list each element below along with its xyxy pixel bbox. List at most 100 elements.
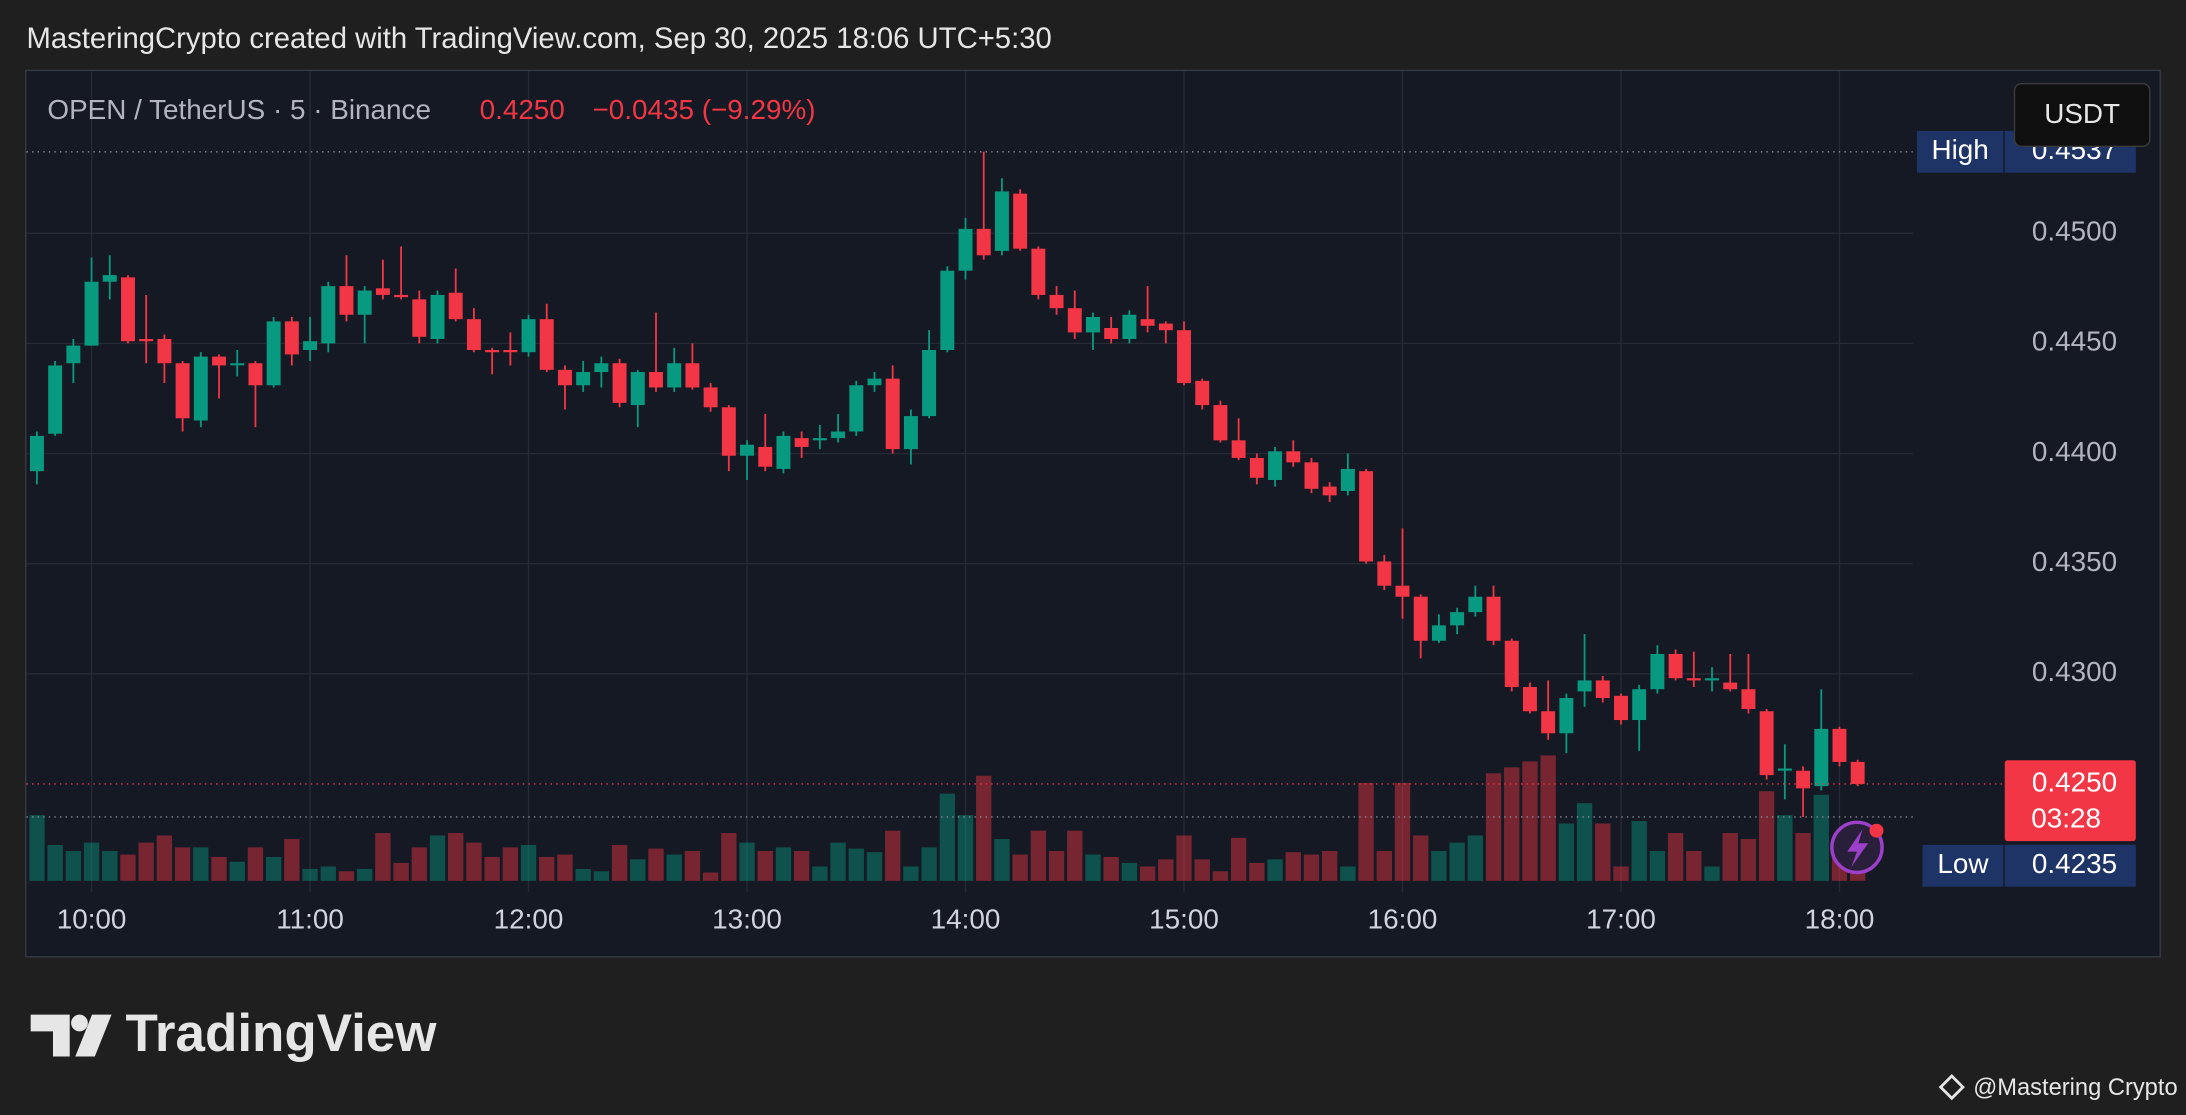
volume-bar (466, 842, 482, 881)
candle-body (339, 286, 354, 315)
candle-body (867, 378, 882, 386)
candle-body (1322, 486, 1337, 496)
candle-body (1522, 687, 1537, 712)
y-tick-label: 0.4450 (2032, 326, 2117, 357)
candle-body (630, 372, 645, 406)
volume-bar (1485, 773, 1502, 881)
candle-body (284, 321, 299, 355)
candle-body (831, 431, 846, 439)
candle-body (248, 363, 263, 386)
alert-dot (1869, 823, 1884, 838)
candle-body (794, 438, 809, 447)
volume-bar (1358, 782, 1374, 881)
volume-bar (611, 845, 628, 881)
currency-label[interactable]: USDT (2044, 98, 2120, 129)
logo-text: TradingView (125, 1004, 437, 1063)
volume-bar (1758, 791, 1775, 881)
volume-bar (1249, 862, 1265, 881)
candle-body (1504, 640, 1519, 688)
volume-bar (1103, 856, 1119, 881)
volume-bar (1686, 850, 1702, 881)
volume-bar (1212, 871, 1229, 881)
volume-bar (102, 850, 118, 881)
volume-bar (1576, 803, 1593, 881)
candle-body (485, 350, 500, 353)
volume-bar (1522, 761, 1538, 881)
y-tick-label: 0.4500 (2032, 216, 2117, 247)
candle-body (812, 438, 827, 441)
candle-body (1213, 405, 1228, 441)
volume-bar (65, 850, 82, 881)
volume-bar (1704, 866, 1720, 881)
candle-body (612, 363, 627, 403)
volume-bar (375, 833, 391, 881)
volume-bar (648, 848, 664, 881)
alert-icon[interactable] (1830, 820, 1884, 875)
volume-bar (1285, 852, 1301, 881)
candle-body (1559, 698, 1574, 734)
volume-bar (1813, 794, 1829, 881)
volume-bar (1504, 767, 1520, 881)
high-label-box (1916, 130, 2004, 173)
volume-bar (320, 866, 336, 881)
volume-bar (1376, 850, 1392, 881)
candle-body (1796, 770, 1811, 789)
volume-bar (1303, 854, 1320, 881)
candle-body (29, 435, 44, 472)
credit: @Mastering Crypto (1973, 1075, 2177, 1101)
currency-button[interactable] (2013, 82, 2151, 148)
candle-body (703, 387, 718, 408)
candle-body (230, 363, 245, 366)
candle-body (685, 363, 700, 388)
candle-body (121, 277, 135, 342)
candle-body (1249, 457, 1264, 478)
candle-body (1104, 327, 1119, 339)
x-tick-label: 18:00 (1805, 904, 1875, 935)
symbol: OPEN / TetherUS · 5 · Binance (47, 94, 431, 125)
y-tick-label: 0.4300 (2032, 656, 2117, 687)
candle-body (1158, 323, 1173, 331)
x-tick-label: 15:00 (1149, 904, 1219, 935)
chart-pane (25, 69, 2161, 958)
candle-body (1777, 768, 1792, 771)
volume-bar (1176, 835, 1192, 881)
candle-body (321, 286, 336, 344)
change: −0.0435 (−9.29%) (593, 94, 816, 125)
volume-bar (1340, 866, 1356, 881)
bolt[interactable] (1847, 829, 1869, 867)
volume-bar (47, 845, 63, 881)
candle-body (885, 378, 900, 450)
candle-body (1395, 585, 1410, 597)
candle-body (193, 356, 208, 421)
volume-bar (1777, 815, 1793, 881)
candle-body (1431, 625, 1446, 641)
volume-bar (1740, 839, 1757, 881)
low-label: Low (1937, 848, 1989, 879)
candle-body (740, 444, 755, 456)
volume-bar (1595, 823, 1611, 881)
y-tick-label: 0.4350 (2032, 546, 2117, 577)
volume-bar (939, 793, 955, 881)
candle-body (430, 294, 445, 339)
candle-body (1832, 728, 1847, 762)
volume-bar (1431, 850, 1447, 881)
volume-bar (1085, 854, 1101, 881)
candle-body (721, 407, 736, 456)
volume-bar (1722, 833, 1738, 881)
credit-icon (1938, 1074, 1965, 1101)
volume-bar (1139, 866, 1156, 881)
candle-body (1741, 689, 1756, 710)
candle-body (503, 350, 518, 353)
candle-body (758, 446, 773, 467)
candle-body (1686, 678, 1701, 681)
candle-body (1850, 761, 1865, 784)
candle-body (994, 191, 1009, 251)
volume-bar (957, 815, 974, 881)
volume-bar (994, 839, 1010, 881)
volume-bar (775, 847, 792, 881)
candle-body (1723, 682, 1738, 690)
candle-body (1231, 440, 1246, 458)
grid (26, 71, 1913, 892)
candle-body (1377, 561, 1392, 586)
candle-body (557, 369, 572, 386)
